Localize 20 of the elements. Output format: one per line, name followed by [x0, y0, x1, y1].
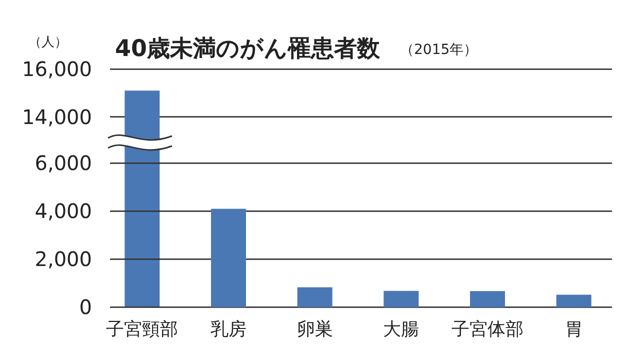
bar — [384, 290, 419, 308]
y-tick-label: 14,000 — [22, 104, 92, 129]
bar — [470, 291, 505, 308]
x-tick-label: 胃 — [564, 319, 583, 340]
y-tick-label: 2,000 — [34, 247, 92, 272]
chart-subtitle: （2015年） — [400, 42, 478, 58]
bar — [297, 287, 332, 308]
y-tick-label: 16,000 — [22, 57, 92, 82]
x-tick-label: 乳房 — [210, 319, 246, 340]
x-tick-label: 子宮頸部 — [106, 319, 178, 340]
bar — [211, 208, 246, 308]
y-tick-label: 0 — [79, 295, 92, 320]
y-tick-label: 4,000 — [34, 199, 92, 224]
chart-title: 40歳未満のがん罹患者数 — [115, 36, 382, 62]
x-tick-label: 子宮体部 — [452, 319, 524, 340]
y-axis-title: （人） — [28, 35, 68, 50]
x-tick-label: 卵巣 — [296, 319, 333, 340]
bar — [556, 294, 592, 308]
x-tick-label: 大腸 — [383, 319, 420, 340]
y-tick-label: 6,000 — [34, 151, 92, 176]
